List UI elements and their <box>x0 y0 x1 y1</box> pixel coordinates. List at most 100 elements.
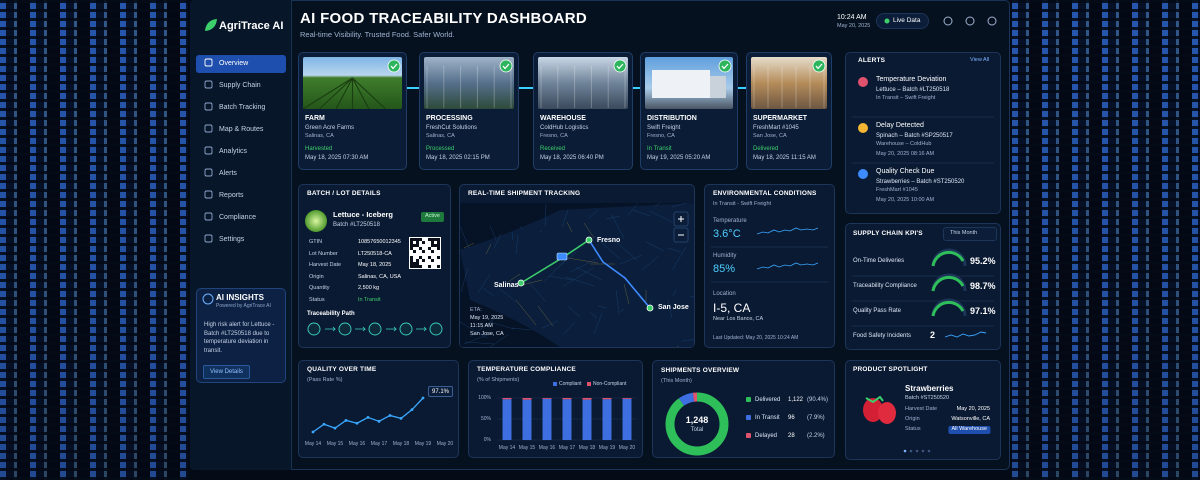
map-land <box>460 203 694 347</box>
field-row <box>351 77 370 110</box>
x-tick-label: May 19 <box>598 445 616 451</box>
stage-company: ColdHub Logistics <box>540 125 589 131</box>
nav-icon <box>204 190 213 199</box>
sparkline <box>756 227 819 235</box>
nav-item[interactable]: Reports <box>219 192 244 199</box>
map-road <box>566 221 573 233</box>
x-tick-label: May 17 <box>370 441 388 447</box>
map-road <box>537 305 554 327</box>
map-road <box>493 233 502 249</box>
check-mark <box>815 63 823 70</box>
stage-name: FARM <box>305 115 325 122</box>
map-road <box>645 241 665 252</box>
stage-location: San Jose, CA <box>753 133 787 139</box>
qr-cell <box>437 265 440 268</box>
nav-item[interactable]: Analytics <box>219 148 248 155</box>
check-mark <box>616 63 624 70</box>
nav-icon <box>204 124 213 133</box>
qr-cell <box>419 256 422 259</box>
bar <box>602 399 612 440</box>
qr-cell <box>422 259 425 262</box>
qr-cell <box>413 265 416 268</box>
kpi-value: 95.2% <box>970 256 996 266</box>
point <box>377 419 381 423</box>
nav-item[interactable]: Alerts <box>219 170 237 177</box>
nav-active <box>196 55 286 73</box>
qr-cell <box>431 244 434 247</box>
map-road <box>681 337 694 342</box>
map-road <box>563 267 594 287</box>
alert-time: May 20, 2025 08:16 AM <box>876 151 935 157</box>
nav-item[interactable]: Compliance <box>219 214 256 221</box>
link[interactable]: View All <box>970 57 990 63</box>
data-label: 96 <box>788 414 795 421</box>
quality-panel <box>298 360 459 458</box>
point <box>388 414 392 417</box>
bar <box>622 398 632 440</box>
field-label: Origin <box>905 416 920 422</box>
qr-cell <box>437 247 440 250</box>
bar <box>562 398 572 400</box>
product-name: Strawberries <box>905 384 954 393</box>
qr-cell <box>437 241 440 244</box>
donut-segment <box>665 392 729 456</box>
qr-cell <box>416 265 419 268</box>
alert-title: Quality Check Due <box>876 168 935 175</box>
qr-cell <box>410 256 413 259</box>
bar <box>542 398 552 440</box>
metric-value: 85% <box>713 263 736 275</box>
stage-company: Swift Freight <box>647 125 681 131</box>
nav-item[interactable]: Settings <box>219 236 245 243</box>
kpi-label: Traceability Compliance <box>853 283 917 289</box>
stage-status: Processed <box>426 146 455 152</box>
button[interactable]: View Details <box>203 365 250 379</box>
metric-value: 3.6°C <box>713 228 741 240</box>
stage-time: May 18, 2025 07:30 AM <box>305 155 369 161</box>
eta-line: May 19, 2025 <box>470 315 504 321</box>
alert-title: Temperature Deviation <box>876 76 947 83</box>
page-title: AI FOOD TRACEABILITY DASHBOARD <box>300 10 588 27</box>
qr-cell <box>419 238 422 241</box>
bar <box>542 398 552 399</box>
field-label: Status <box>309 296 325 303</box>
nav-item[interactable]: Batch Tracking <box>219 104 266 111</box>
kpi-panel <box>845 223 1001 350</box>
stage-time: May 19, 2025 05:20 AM <box>647 155 711 161</box>
nav-icon <box>204 102 213 111</box>
data-label: 28 <box>788 432 795 439</box>
map-road <box>671 246 687 271</box>
map-road <box>667 300 673 319</box>
chart-subtitle: (Pass Rate %) <box>307 377 343 383</box>
dropdown-label[interactable]: This Month <box>950 230 978 236</box>
field-value: 10857650012345 <box>358 239 401 245</box>
kpi-value: 97.1% <box>970 306 996 316</box>
metric-label: Humidity <box>713 253 737 259</box>
x-tick-label: May 18 <box>578 445 596 451</box>
stage-company: Green Acre Farms <box>305 125 355 131</box>
qr-cell <box>410 244 413 247</box>
map-road <box>489 321 515 330</box>
field-value: May 20, 2025 <box>956 406 990 412</box>
metric-label: Temperature <box>713 218 747 224</box>
nav-item[interactable]: Map & Routes <box>219 126 264 133</box>
map-road <box>649 210 673 223</box>
map-road <box>482 287 495 297</box>
stage-check <box>812 59 826 73</box>
map-road <box>460 267 469 293</box>
field-value: All Warehouse <box>948 425 990 434</box>
map-road <box>463 242 475 249</box>
stage-image <box>751 57 827 109</box>
map-road <box>583 222 595 239</box>
data-label: (2.2%) <box>807 432 825 439</box>
legend-swatch <box>746 433 751 438</box>
nav-item[interactable]: Supply Chain <box>219 82 261 89</box>
map-road <box>489 225 497 240</box>
map-road <box>511 231 514 241</box>
map-road <box>671 203 694 208</box>
live-label[interactable]: Live Data <box>893 17 921 24</box>
environment-panel <box>704 184 835 348</box>
data-label: (7.9%) <box>807 414 825 421</box>
kpi-value: 98.7% <box>970 281 996 291</box>
dropdown <box>943 227 997 241</box>
nav-item[interactable]: Overview <box>219 60 249 67</box>
